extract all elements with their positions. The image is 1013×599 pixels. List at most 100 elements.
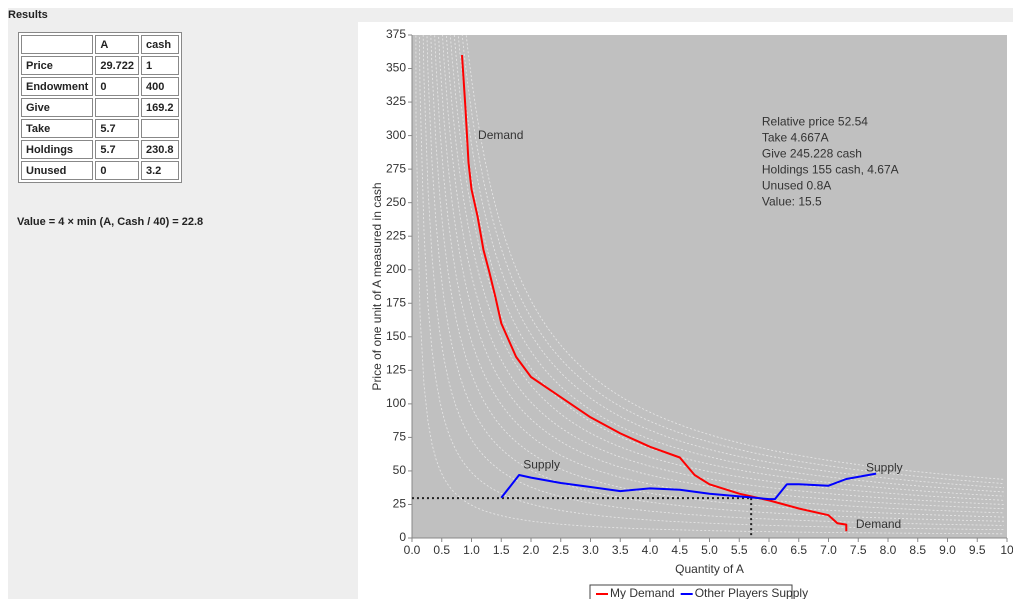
series-line [500, 472, 877, 501]
table-row: Endowment 0 400 [21, 77, 179, 96]
y-tick-label: 175 [386, 295, 406, 309]
table-cell: 5.7 [95, 119, 139, 138]
y-tick-label: 25 [393, 497, 407, 511]
table-cell: 5.7 [95, 140, 139, 159]
series-line [461, 55, 848, 532]
iso-curve [457, 35, 1005, 489]
y-tick-label: 325 [386, 94, 406, 108]
table-cell: Endowment [21, 77, 94, 96]
iso-curve [465, 35, 1005, 480]
table-cell [141, 119, 179, 138]
table-cell: Give [21, 98, 94, 117]
annotation: Supply [523, 458, 560, 472]
table-row: Take 5.7 [21, 119, 179, 138]
x-tick-label: 2.5 [552, 543, 569, 557]
y-tick-label: 150 [386, 329, 406, 343]
top-bar [8, 8, 1013, 22]
table-row: Unused 0 3.2 [21, 161, 179, 180]
y-tick-label: 275 [386, 161, 406, 175]
y-tick-label: 225 [386, 228, 406, 242]
y-tick-label: 300 [386, 128, 406, 142]
y-tick-label: 375 [386, 27, 406, 41]
iso-curve [442, 35, 1005, 505]
x-tick-label: 5.0 [701, 543, 718, 557]
table-cell: cash [141, 35, 179, 54]
table-cell: Unused [21, 161, 94, 180]
table-cell: 3.2 [141, 161, 179, 180]
legend: My Demand Other Players Supply [589, 584, 808, 599]
x-tick-label: 8.0 [880, 543, 897, 557]
table-cell: Price [21, 56, 94, 75]
plot-background [412, 35, 1007, 538]
table-cell: A [95, 35, 139, 54]
x-tick-label: 5.5 [731, 543, 748, 557]
x-tick-label: 8.5 [909, 543, 926, 557]
iso-curve [434, 35, 1005, 514]
info-line: Give 245.228 cash [762, 146, 862, 160]
table-cell: 29.722 [95, 56, 139, 75]
x-tick-label: 0.0 [404, 543, 421, 557]
table-cell: 230.8 [141, 140, 179, 159]
info-line: Value: 15.5 [762, 194, 822, 208]
x-tick-label: 6.0 [761, 543, 778, 557]
annotation: Demand [478, 128, 523, 142]
x-tick-label: 7.5 [850, 543, 867, 557]
iso-curves [415, 35, 1005, 535]
x-tick-label: 4.0 [642, 543, 659, 557]
iso-curve [426, 35, 1004, 522]
table-cell: 0 [95, 77, 139, 96]
x-tick-label: 10 [1000, 543, 1013, 557]
table-row: Price 29.722 1 [21, 56, 179, 75]
x-tick-label: 3.5 [612, 543, 629, 557]
iso-curve [449, 35, 1005, 497]
table-row: Holdings 5.7 230.8 [21, 140, 179, 159]
x-axis-label: Quantity of A [675, 562, 744, 576]
x-tick-label: 7.0 [820, 543, 837, 557]
info-line: Holdings 155 cash, 4.67A [762, 162, 899, 176]
y-tick-label: 100 [386, 396, 406, 410]
y-tick-label: 250 [386, 195, 406, 209]
table-cell [95, 98, 139, 117]
x-tick-label: 6.5 [790, 543, 807, 557]
info-line: Relative price 52.54 [762, 114, 868, 128]
x-tick-label: 4.5 [671, 543, 688, 557]
iso-curve [430, 35, 1005, 518]
annotation: Demand [856, 517, 901, 531]
x-tick-label: 1.5 [493, 543, 510, 557]
iso-curve [461, 35, 1005, 484]
legend-label: Other Players Supply [695, 586, 808, 599]
table-cell: Holdings [21, 140, 94, 159]
y-tick-label: 200 [386, 262, 406, 276]
legend-box [589, 584, 793, 599]
legend-label: My Demand [610, 586, 675, 599]
x-tick-label: 9.5 [969, 543, 986, 557]
x-tick-label: 3.0 [582, 543, 599, 557]
iso-curve [415, 35, 1004, 535]
table-cell: 400 [141, 77, 179, 96]
results-title: Results [8, 9, 48, 21]
table-cell: Take [21, 119, 94, 138]
table-cell [21, 35, 94, 54]
annotation: Supply [866, 460, 903, 474]
y-tick-label: 350 [386, 61, 406, 75]
info-line: Take 4.667A [762, 130, 829, 144]
x-tick-label: 0.5 [433, 543, 450, 557]
table-cell: 1 [141, 56, 179, 75]
info-line: Unused 0.8A [762, 178, 831, 192]
iso-curve [438, 35, 1005, 510]
value-formula: Value = 4 × min (A, Cash / 40) = 22.8 [17, 216, 204, 228]
iso-curve [422, 35, 1004, 526]
x-tick-label: 9.0 [939, 543, 956, 557]
x-tick-label: 1.0 [463, 543, 480, 557]
x-tick-label: 2.0 [523, 543, 540, 557]
y-tick-label: 50 [393, 463, 407, 477]
table-row: Give 169.2 [21, 98, 179, 117]
table-cell: 0 [95, 161, 139, 180]
y-tick-label: 75 [393, 430, 407, 444]
iso-curve [445, 35, 1005, 501]
y-axis-label: Price of one unit of A measured in cash [370, 182, 384, 390]
y-tick-label: 125 [386, 363, 406, 377]
